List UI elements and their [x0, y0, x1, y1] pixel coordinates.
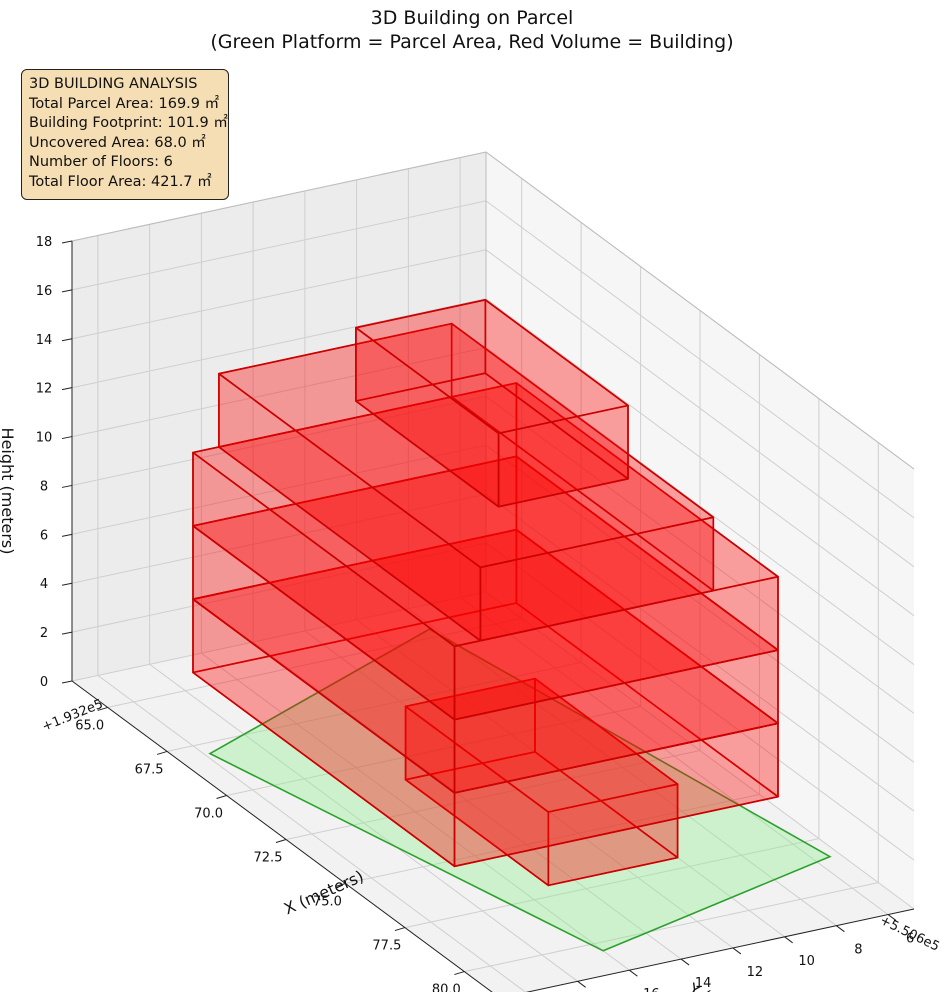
y-tick-label: 6 — [906, 932, 914, 947]
y-tick-mark — [784, 936, 793, 944]
y-tick-label: 14 — [695, 976, 712, 991]
analysis-info-box: 3D BUILDING ANALYSIS Total Parcel Area: … — [21, 69, 229, 200]
z-tick-mark — [61, 289, 73, 293]
z-tick-label: 2 — [40, 626, 48, 641]
x-tick-label: 75.0 — [313, 895, 342, 910]
z-tick-label: 0 — [40, 675, 48, 690]
y-tick-mark — [629, 969, 638, 977]
z-tick-mark — [61, 240, 73, 244]
z-tick-mark — [61, 631, 73, 635]
y-axis-line — [525, 908, 915, 992]
chart-title-line-1: 3D Building on Parcel — [370, 7, 574, 29]
x-tick-label: 77.5 — [372, 939, 401, 954]
z-axis-label: Height (meters) — [0, 428, 17, 555]
z-tick-label: 6 — [40, 528, 48, 543]
x-tick-mark — [156, 750, 168, 755]
x-tick-mark — [394, 927, 406, 932]
info-uncovered: Uncovered Area: 68.0 ㎡ — [29, 134, 206, 151]
z-tick-label: 4 — [40, 577, 48, 592]
info-footprint: Building Footprint: 101.9 ㎡ — [29, 115, 228, 132]
z-tick-mark — [61, 436, 73, 440]
floor-pane — [72, 592, 914, 992]
x-tick-mark — [275, 839, 287, 843]
z-tick-label: 16 — [36, 284, 53, 299]
y-tick-label: 8 — [854, 943, 862, 958]
x-tick-mark — [335, 883, 346, 888]
y-tick-mark — [887, 914, 897, 921]
y-tick-label: 12 — [747, 965, 764, 980]
z-tick-label: 14 — [36, 333, 53, 348]
z-tick-label: 10 — [36, 431, 53, 446]
x-tick-label: 67.5 — [135, 762, 164, 777]
y-tick-mark — [836, 925, 845, 933]
x-axis-label: X (meters) — [281, 867, 366, 919]
y-tick-label: 16 — [643, 987, 660, 992]
x-tick-label: 72.5 — [254, 851, 283, 866]
y-tick-label: 10 — [798, 954, 815, 969]
y-tick-mark — [577, 980, 586, 988]
y-axis-label: Y (meters) — [685, 979, 769, 992]
z-tick-mark — [61, 533, 73, 537]
z-tick-mark — [61, 680, 73, 684]
left-pane — [72, 152, 486, 681]
x-tick-mark — [454, 971, 465, 976]
parcel-platform — [208, 628, 832, 952]
x-tick-label: 70.0 — [194, 806, 223, 821]
building-floor-6-face — [355, 298, 629, 435]
y-tick-mark — [680, 958, 690, 966]
building-floor-1-face — [404, 677, 679, 813]
info-heading: 3D BUILDING ANALYSIS — [29, 76, 198, 92]
x-tick-label: 65.0 — [75, 718, 104, 733]
z-tick-mark — [61, 484, 73, 488]
info-floors: Number of Floors: 6 — [29, 154, 173, 171]
z-tick-label: 8 — [40, 479, 48, 494]
x-tick-label: 80.0 — [432, 983, 461, 992]
z-tick-mark — [61, 338, 73, 342]
y-tick-mark — [732, 947, 742, 955]
x-tick-mark — [216, 794, 227, 799]
building-floor-5-face — [218, 322, 715, 569]
z-tick-label: 12 — [36, 382, 53, 397]
y-axis-offset: +5.506e5 — [877, 913, 941, 955]
z-tick-label: 18 — [36, 235, 53, 250]
info-parcel-area: Total Parcel Area: 169.9 ㎡ — [29, 95, 220, 112]
chart-title-line-2: (Green Platform = Parcel Area, Red Volum… — [210, 31, 734, 53]
x-tick-mark — [97, 706, 108, 711]
info-floor-area: Total Floor Area: 421.7 ㎡ — [29, 173, 212, 190]
z-tick-mark — [61, 387, 73, 391]
z-tick-mark — [61, 582, 73, 586]
chart-title: 3D Building on Parcel (Green Platform = … — [0, 6, 944, 54]
